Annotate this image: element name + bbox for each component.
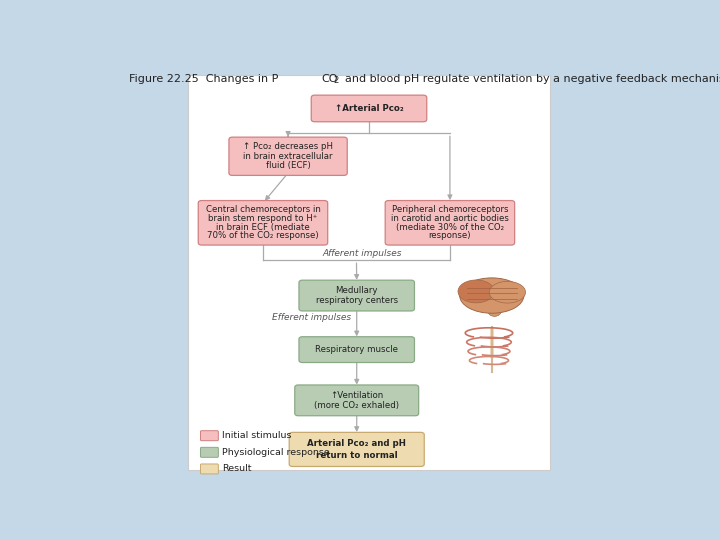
FancyBboxPatch shape <box>200 464 218 474</box>
Text: ↑ Pco₂ decreases pH: ↑ Pco₂ decreases pH <box>243 142 333 151</box>
Text: respiratory centers: respiratory centers <box>315 296 397 306</box>
Ellipse shape <box>458 280 494 303</box>
FancyBboxPatch shape <box>311 95 427 122</box>
FancyBboxPatch shape <box>200 447 218 457</box>
Text: Respiratory muscle: Respiratory muscle <box>315 345 398 354</box>
Text: ↑Arterial Pco₂: ↑Arterial Pco₂ <box>335 104 403 113</box>
Text: 2: 2 <box>334 77 339 85</box>
Text: Central chemoreceptors in: Central chemoreceptors in <box>205 205 320 214</box>
Text: Arterial Pco₂ and pH: Arterial Pco₂ and pH <box>307 439 406 448</box>
Text: Initial stimulus: Initial stimulus <box>222 431 291 440</box>
Text: Physiological response: Physiological response <box>222 448 330 457</box>
Text: Medullary: Medullary <box>336 286 378 295</box>
FancyBboxPatch shape <box>289 433 424 467</box>
Text: (mediate 30% of the CO₂: (mediate 30% of the CO₂ <box>396 222 504 232</box>
Text: fluid (ECF): fluid (ECF) <box>266 161 310 170</box>
Ellipse shape <box>490 281 526 303</box>
Text: ↑Ventilation: ↑Ventilation <box>330 390 383 400</box>
Text: Peripheral chemoreceptors: Peripheral chemoreceptors <box>392 205 508 214</box>
Text: in brain extracellular: in brain extracellular <box>243 152 333 161</box>
FancyBboxPatch shape <box>229 137 347 176</box>
Text: and blood pH regulate ventilation by a negative feedback mechanism.: and blood pH regulate ventilation by a n… <box>338 74 720 84</box>
Ellipse shape <box>487 304 502 316</box>
FancyBboxPatch shape <box>299 280 415 311</box>
Text: brain stem respond to H⁺: brain stem respond to H⁺ <box>208 214 318 223</box>
Text: Result: Result <box>222 464 251 474</box>
Text: Afferent impulses: Afferent impulses <box>323 249 402 258</box>
FancyBboxPatch shape <box>188 75 550 470</box>
Text: in carotid and aortic bodies: in carotid and aortic bodies <box>391 214 509 223</box>
FancyBboxPatch shape <box>198 200 328 245</box>
Text: 70% of the CO₂ response): 70% of the CO₂ response) <box>207 232 319 240</box>
Text: response): response) <box>428 232 471 240</box>
Text: return to normal: return to normal <box>316 451 397 460</box>
Text: Figure 22.25  Changes in P: Figure 22.25 Changes in P <box>129 74 279 84</box>
Ellipse shape <box>459 278 524 313</box>
FancyBboxPatch shape <box>385 200 515 245</box>
Text: Efferent impulses: Efferent impulses <box>272 313 351 322</box>
Text: in brain ECF (mediate: in brain ECF (mediate <box>216 222 310 232</box>
Text: CO: CO <box>322 74 338 84</box>
FancyBboxPatch shape <box>299 337 415 362</box>
FancyBboxPatch shape <box>294 385 418 416</box>
FancyBboxPatch shape <box>200 431 218 441</box>
Text: (more CO₂ exhaled): (more CO₂ exhaled) <box>314 401 399 410</box>
